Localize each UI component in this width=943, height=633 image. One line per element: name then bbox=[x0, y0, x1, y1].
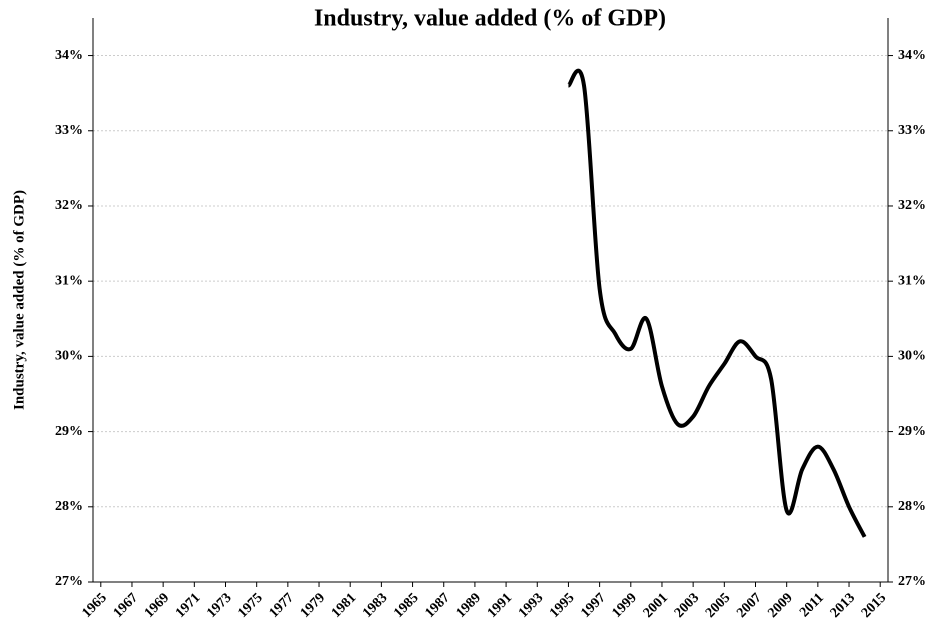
y2-tick-label: 27% bbox=[898, 574, 926, 589]
y-tick-label: 29% bbox=[55, 424, 83, 439]
x-tick-label: 1975 bbox=[235, 590, 265, 620]
x-tick-label: 1987 bbox=[422, 590, 452, 620]
y-tick-label: 28% bbox=[55, 499, 83, 514]
y-tick-label: 27% bbox=[55, 574, 83, 589]
y-tick-label: 34% bbox=[55, 48, 83, 63]
y2-tick-label: 33% bbox=[898, 123, 926, 138]
x-tick-label: 1997 bbox=[578, 590, 608, 620]
x-tick-label: 2009 bbox=[765, 590, 795, 620]
x-tick-label: 2001 bbox=[641, 590, 671, 620]
x-tick-label: 1995 bbox=[547, 590, 577, 620]
y-tick-label: 32% bbox=[55, 198, 83, 213]
y2-tick-label: 34% bbox=[898, 48, 926, 63]
x-tick-label: 1977 bbox=[267, 590, 297, 620]
x-tick-label: 1985 bbox=[391, 590, 421, 620]
x-tick-label: 1969 bbox=[142, 590, 172, 620]
x-tick-label: 2013 bbox=[828, 590, 858, 620]
x-tick-label: 1983 bbox=[360, 590, 390, 620]
y-tick-label: 31% bbox=[55, 273, 83, 288]
x-tick-label: 1993 bbox=[516, 590, 546, 620]
x-tick-label: 2015 bbox=[859, 590, 889, 620]
x-tick-label: 1967 bbox=[111, 590, 141, 620]
x-tick-label: 2007 bbox=[734, 590, 764, 620]
y-tick-label: 30% bbox=[55, 349, 83, 364]
x-tick-label: 1979 bbox=[298, 590, 328, 620]
x-tick-label: 1999 bbox=[609, 590, 639, 620]
x-tick-label: 2011 bbox=[797, 590, 827, 620]
data-line bbox=[566, 68, 867, 538]
y2-tick-label: 31% bbox=[898, 273, 926, 288]
y-tick-label: 33% bbox=[55, 123, 83, 138]
x-tick-label: 1989 bbox=[454, 590, 484, 620]
y2-tick-label: 28% bbox=[898, 499, 926, 514]
x-tick-label: 2003 bbox=[672, 590, 702, 620]
y-axis-label: Industry, value added (% of GDP) bbox=[11, 190, 27, 410]
x-tick-label: 1981 bbox=[329, 590, 359, 620]
y2-tick-label: 32% bbox=[898, 198, 926, 213]
x-tick-label: 1973 bbox=[204, 590, 234, 620]
x-tick-label: 1971 bbox=[173, 590, 203, 620]
x-tick-label: 2005 bbox=[703, 590, 733, 620]
x-tick-label: 1991 bbox=[485, 590, 515, 620]
x-tick-label: 1965 bbox=[79, 590, 109, 620]
y2-tick-label: 30% bbox=[898, 349, 926, 364]
y2-tick-label: 29% bbox=[898, 424, 926, 439]
chart-title: Industry, value added (% of GDP) bbox=[314, 6, 666, 32]
